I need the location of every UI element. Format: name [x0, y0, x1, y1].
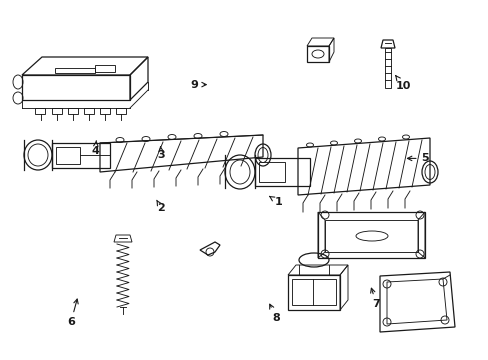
- Text: 6: 6: [67, 299, 78, 327]
- Bar: [35, 108, 45, 114]
- Text: 5: 5: [407, 153, 428, 163]
- Text: 9: 9: [190, 80, 206, 90]
- Text: 8: 8: [269, 304, 280, 323]
- Bar: [84, 108, 94, 114]
- Bar: [52, 108, 62, 114]
- Bar: [384, 48, 390, 88]
- Bar: [291, 279, 335, 305]
- Text: 7: 7: [370, 288, 380, 309]
- Bar: [306, 46, 328, 62]
- Text: 3: 3: [157, 147, 165, 160]
- Text: 1: 1: [269, 196, 282, 207]
- Bar: [68, 108, 78, 114]
- Text: 2: 2: [157, 200, 165, 213]
- Bar: [116, 108, 126, 114]
- Text: 4: 4: [91, 141, 99, 156]
- Text: 10: 10: [395, 76, 410, 91]
- Bar: [100, 108, 110, 114]
